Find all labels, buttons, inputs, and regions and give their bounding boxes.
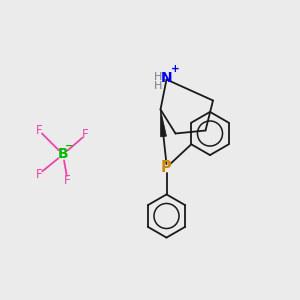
Text: F: F bbox=[36, 124, 42, 137]
Text: F: F bbox=[36, 167, 42, 181]
Polygon shape bbox=[160, 110, 166, 137]
Text: H: H bbox=[154, 72, 162, 82]
Text: −: − bbox=[64, 141, 74, 151]
Text: B: B bbox=[58, 148, 68, 161]
Text: F: F bbox=[64, 173, 71, 187]
Text: +: + bbox=[170, 64, 179, 74]
Text: N: N bbox=[161, 71, 172, 85]
Text: H: H bbox=[154, 81, 162, 91]
Text: F: F bbox=[82, 128, 89, 142]
Text: P: P bbox=[161, 160, 172, 175]
